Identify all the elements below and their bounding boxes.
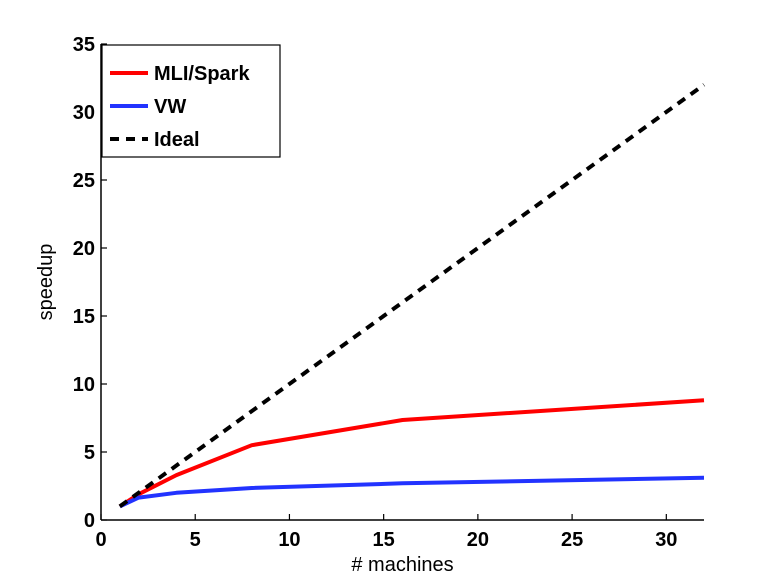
y-tick-label: 25 [73,170,95,192]
x-tick-label: 5 [190,529,201,551]
series-line-vw [118,475,705,509]
y-tick-label: 35 [73,34,95,56]
y-tick-label: 0 [84,510,95,532]
x-tick-label: 25 [561,529,583,551]
y-axis-label: speedup [35,244,57,321]
y-tick-label: 5 [84,442,95,464]
legend-label-mli-spark: MLI/Spark [154,63,250,85]
series-line-ideal [118,83,706,509]
x-tick-label: 30 [655,529,677,551]
x-axis-label: # machines [351,554,453,576]
legend: MLI/Spark VW Ideal [101,44,281,158]
y-tick-label: 20 [73,238,95,260]
y-tick-label: 30 [73,102,95,124]
legend-label-vw: VW [154,96,186,118]
x-tick-label: 15 [373,529,395,551]
x-tick-label: 10 [278,529,300,551]
x-tick-label: 20 [467,529,489,551]
tick-labels: 0 5 10 15 20 25 30 0 5 10 15 20 25 30 35 [73,34,678,551]
y-tick-label: 15 [73,306,95,328]
y-tick-label: 10 [73,374,95,396]
legend-label-ideal: Ideal [154,129,200,151]
axes [100,44,704,521]
series-layer [118,83,706,509]
x-tick-label: 0 [95,529,106,551]
